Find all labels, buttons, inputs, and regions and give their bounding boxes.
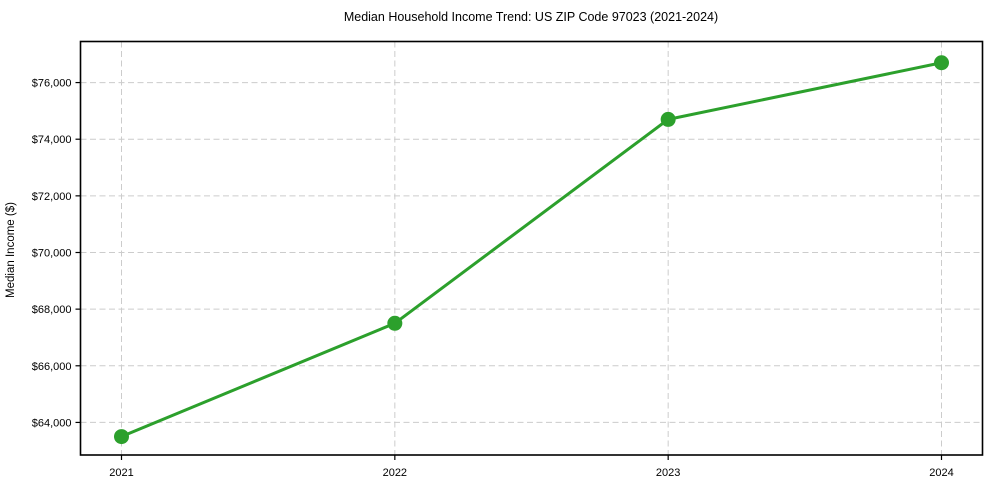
y-tick-label: $66,000 (32, 361, 72, 373)
data-point-2024 (934, 55, 949, 71)
y-tick-label: $74,000 (32, 134, 72, 146)
y-tick-label: $64,000 (32, 417, 72, 429)
chart-title: Median Household Income Trend: US ZIP Co… (344, 10, 718, 24)
y-tick-label: $68,000 (32, 304, 72, 316)
plot-border (79, 40, 984, 456)
y-axis-label: Median Income ($) (5, 202, 17, 298)
x-tick-label: 2023 (656, 467, 680, 479)
x-tick-label: 2021 (109, 467, 133, 479)
trend-line (120, 61, 943, 439)
data-layer (114, 55, 949, 445)
y-tick-label: $76,000 (32, 78, 72, 90)
grid-layer (80, 41, 983, 455)
axis-layer: $64,000 $66,000 $68,000 $70,000 $72,000 $74,0… (32, 40, 984, 479)
y-tick-label: $70,000 (32, 247, 72, 259)
data-point-2022 (387, 315, 403, 331)
y-tick-label: $72,000 (32, 191, 72, 203)
x-tick-label: 2024 (929, 467, 953, 479)
data-point-2021 (114, 429, 129, 445)
x-tick-label: 2022 (383, 467, 407, 479)
data-point-2023 (660, 111, 676, 127)
